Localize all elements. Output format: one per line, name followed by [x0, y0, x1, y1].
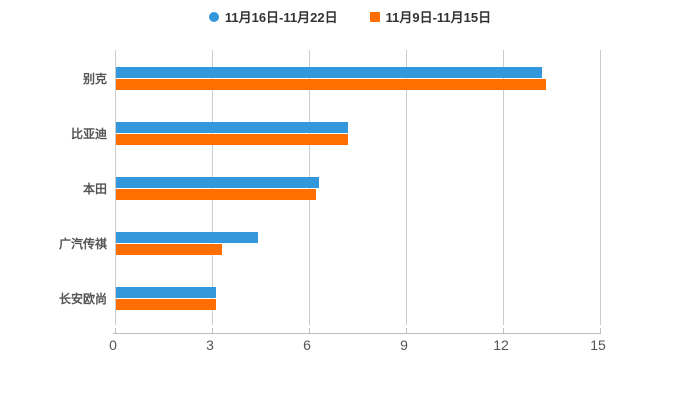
x-tick-label: 12 [493, 337, 509, 353]
x-tick-label: 9 [400, 337, 408, 353]
gridline-x9 [405, 50, 407, 325]
bar-orange-2[interactable] [115, 134, 349, 145]
x-tick-label: 6 [303, 337, 311, 353]
x-axis-tick [308, 328, 310, 333]
bar-blue-5[interactable] [115, 287, 216, 298]
legend-label: 11月16日-11月22日 [224, 9, 338, 25]
x-axis-tick [599, 328, 601, 333]
orange-square-legend-icon [369, 12, 380, 22]
bar-orange-5[interactable] [115, 299, 216, 310]
category-label-4: 广汽传祺 [58, 236, 107, 251]
category-label-2: 比亚迪 [70, 126, 107, 141]
legend: 11月16日-11月22日 11月9日-11月15日 [0, 6, 700, 28]
category-label-3: 本田 [82, 181, 107, 196]
bar-blue-1[interactable] [115, 67, 543, 78]
x-tick-label: 15 [590, 337, 606, 353]
x-tick-label: 0 [109, 337, 117, 353]
legend-label: 11月9日-11月15日 [385, 9, 492, 25]
x-axis-tick [405, 328, 407, 333]
x-axis-line [113, 333, 601, 334]
bar-orange-3[interactable] [115, 189, 316, 200]
bar-orange-1[interactable] [115, 79, 546, 90]
legend-item-week-nov16-22[interactable]: 11月16日-11月22日 [208, 9, 338, 25]
gridline-x15 [599, 50, 601, 325]
category-label-1: 别克 [82, 71, 107, 86]
blue-circle-legend-icon [208, 12, 219, 22]
bar-orange-4[interactable] [115, 244, 223, 255]
x-axis-tick [211, 328, 213, 333]
gridline-x12 [502, 50, 504, 325]
x-axis-tick [502, 328, 504, 333]
bar-blue-3[interactable] [115, 177, 320, 188]
category-label-5: 长安欧尚 [58, 291, 107, 306]
legend-item-week-nov9-15[interactable]: 11月9日-11月15日 [369, 9, 492, 25]
bar-blue-2[interactable] [115, 122, 349, 133]
x-tick-label: 3 [206, 337, 214, 353]
x-axis-tick [114, 328, 116, 333]
bar-blue-4[interactable] [115, 232, 258, 243]
y-axis-line [114, 50, 116, 325]
